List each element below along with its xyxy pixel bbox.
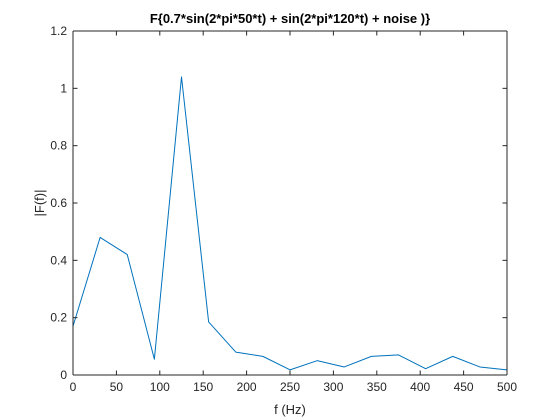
y-tick-label: 0	[60, 368, 67, 382]
y-tick-label: 1	[60, 81, 67, 95]
y-tick-label: 0.2	[50, 311, 67, 325]
x-tick-label: 200	[237, 380, 257, 394]
x-tick-label: 100	[150, 380, 170, 394]
x-axis-label: f (Hz)	[274, 402, 306, 417]
x-tick-label: 500	[497, 380, 517, 394]
y-tick-label: 0.4	[50, 253, 67, 267]
y-axis-label: |F(f)|	[32, 190, 47, 217]
y-tick-label: 0.8	[50, 139, 67, 153]
x-tick-label: 150	[193, 380, 213, 394]
x-tick-label: 350	[367, 380, 387, 394]
x-tick-label: 250	[280, 380, 300, 394]
x-tick-label: 400	[410, 380, 430, 394]
x-tick-label: 450	[454, 380, 474, 394]
series-line-0	[72, 76, 508, 371]
x-tick-label: 300	[323, 380, 343, 394]
y-tick-label: 0.6	[50, 196, 67, 210]
y-tick-label: 1.2	[50, 24, 67, 38]
chart-title: F{0.7*sin(2*pi*50*t) + sin(2*pi*120*t) +…	[150, 11, 430, 26]
x-tick-label: 0	[70, 380, 77, 394]
plot-area	[73, 31, 507, 375]
x-tick-label: 50	[110, 380, 124, 394]
